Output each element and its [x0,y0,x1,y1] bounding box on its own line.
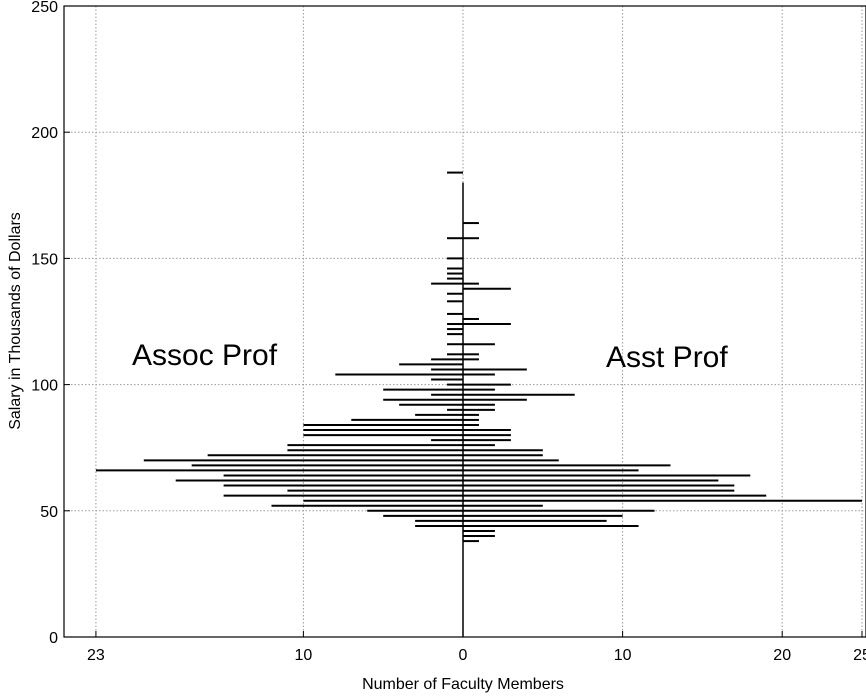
y-tick-label: 50 [40,504,58,521]
bars [95,171,862,543]
x-axis-title: Number of Faculty Members [362,676,564,693]
y-tick-label: 200 [31,125,58,142]
x-tick-label: 10 [295,647,313,664]
x-tick-label: 25 [853,647,866,664]
y-tick-label: 0 [49,630,58,647]
y-tick-label: 100 [31,378,58,395]
grid-lines [64,6,866,637]
x-tick-label: 0 [459,647,468,664]
asst-prof-label: Asst Prof [606,341,728,374]
tick-labels: 05010015020025023100102025 [31,0,866,664]
assoc-prof-label: Assoc Prof [132,339,278,372]
y-axis-title: Salary in Thousands of Dollars [7,212,24,430]
y-tick-label: 150 [31,251,58,268]
x-tick-label: 23 [87,647,105,664]
y-tick-label: 250 [31,0,58,16]
x-tick-label: 20 [773,647,791,664]
plot-frame [63,5,866,638]
x-tick-label: 10 [614,647,632,664]
